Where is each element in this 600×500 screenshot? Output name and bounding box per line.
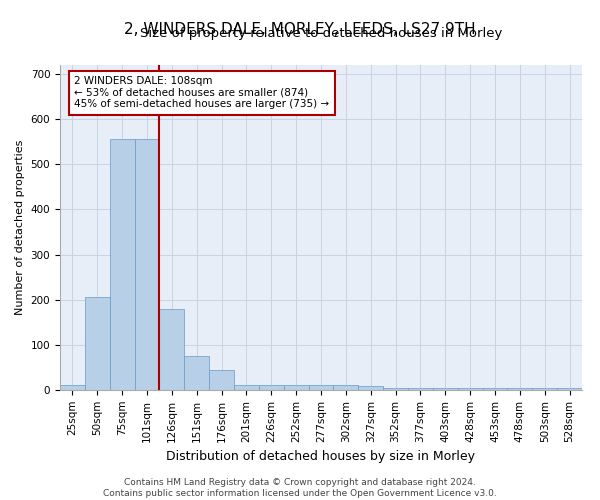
Bar xyxy=(134,140,160,390)
Text: 2 WINDERS DALE: 108sqm
← 53% of detached houses are smaller (874)
45% of semi-de: 2 WINDERS DALE: 108sqm ← 53% of detached… xyxy=(74,76,329,110)
Bar xyxy=(184,356,209,390)
Bar xyxy=(334,386,358,390)
Bar xyxy=(60,386,85,390)
Y-axis label: Number of detached properties: Number of detached properties xyxy=(15,140,25,315)
Bar xyxy=(508,388,532,390)
Bar xyxy=(209,370,234,390)
Bar xyxy=(482,388,508,390)
Bar xyxy=(358,386,383,390)
Bar xyxy=(234,386,259,390)
Bar xyxy=(408,388,433,390)
Bar xyxy=(85,298,110,390)
Text: Contains HM Land Registry data © Crown copyright and database right 2024.
Contai: Contains HM Land Registry data © Crown c… xyxy=(103,478,497,498)
Bar xyxy=(160,308,184,390)
Bar xyxy=(284,386,308,390)
X-axis label: Distribution of detached houses by size in Morley: Distribution of detached houses by size … xyxy=(167,450,476,463)
Bar xyxy=(532,388,557,390)
Bar xyxy=(383,388,408,390)
Bar xyxy=(259,386,284,390)
Bar xyxy=(433,388,458,390)
Bar xyxy=(308,386,334,390)
Bar xyxy=(557,388,582,390)
Bar xyxy=(110,140,134,390)
Bar xyxy=(458,388,482,390)
Title: Size of property relative to detached houses in Morley: Size of property relative to detached ho… xyxy=(140,27,502,40)
Text: 2, WINDERS DALE, MORLEY, LEEDS, LS27 9TH: 2, WINDERS DALE, MORLEY, LEEDS, LS27 9TH xyxy=(124,22,476,38)
